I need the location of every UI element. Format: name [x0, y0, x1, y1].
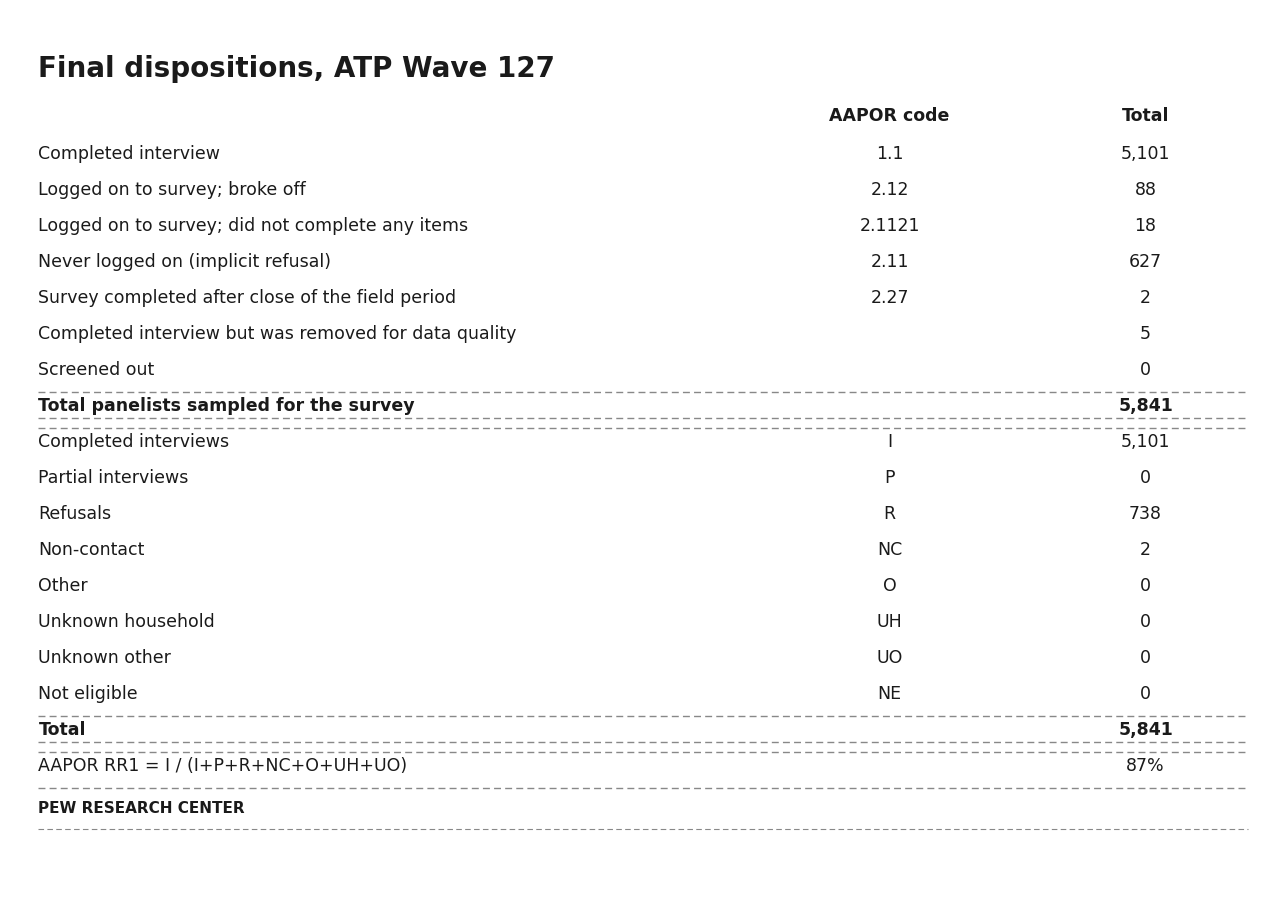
Text: P: P — [884, 469, 895, 487]
Text: 5,841: 5,841 — [1119, 397, 1172, 415]
Text: AAPOR code: AAPOR code — [829, 107, 950, 125]
Text: UH: UH — [877, 613, 902, 631]
Text: Unknown other: Unknown other — [38, 649, 172, 667]
Text: 87%: 87% — [1126, 757, 1165, 775]
Text: 5,101: 5,101 — [1121, 433, 1170, 451]
Text: O: O — [883, 577, 896, 595]
Text: Total: Total — [1121, 107, 1170, 125]
Text: 1.1: 1.1 — [876, 145, 904, 163]
Text: 738: 738 — [1129, 505, 1162, 523]
Text: Non-contact: Non-contact — [38, 541, 145, 559]
Text: 2.12: 2.12 — [870, 181, 909, 199]
Text: Not eligible: Not eligible — [38, 685, 138, 703]
Text: Completed interviews: Completed interviews — [38, 433, 229, 451]
Text: Completed interview: Completed interview — [38, 145, 220, 163]
Text: 2.27: 2.27 — [870, 289, 909, 307]
Text: 5: 5 — [1140, 325, 1151, 343]
Text: 5,841: 5,841 — [1119, 721, 1172, 739]
Text: NC: NC — [877, 541, 902, 559]
Text: Completed interview but was removed for data quality: Completed interview but was removed for … — [38, 325, 517, 343]
Text: Other: Other — [38, 577, 88, 595]
Text: 0: 0 — [1140, 685, 1151, 703]
Text: Final dispositions, ATP Wave 127: Final dispositions, ATP Wave 127 — [38, 55, 556, 83]
Text: AAPOR RR1 = I / (I+P+R+NC+O+UH+UO): AAPOR RR1 = I / (I+P+R+NC+O+UH+UO) — [38, 757, 407, 775]
Text: 18: 18 — [1134, 217, 1157, 235]
Text: 2: 2 — [1140, 541, 1151, 559]
Text: UO: UO — [877, 649, 902, 667]
Text: 2.11: 2.11 — [870, 253, 909, 271]
Text: I: I — [887, 433, 892, 451]
Text: 0: 0 — [1140, 649, 1151, 667]
Text: Refusals: Refusals — [38, 505, 111, 523]
Text: 627: 627 — [1129, 253, 1162, 271]
Text: Screened out: Screened out — [38, 361, 155, 379]
Text: Total: Total — [38, 721, 86, 739]
Text: 2.1121: 2.1121 — [859, 217, 920, 235]
Text: 5,101: 5,101 — [1121, 145, 1170, 163]
Text: Partial interviews: Partial interviews — [38, 469, 188, 487]
Text: 0: 0 — [1140, 469, 1151, 487]
Text: R: R — [883, 505, 896, 523]
Text: Never logged on (implicit refusal): Never logged on (implicit refusal) — [38, 253, 332, 271]
Text: Logged on to survey; did not complete any items: Logged on to survey; did not complete an… — [38, 217, 468, 235]
Text: PEW RESEARCH CENTER: PEW RESEARCH CENTER — [38, 801, 244, 816]
Text: 0: 0 — [1140, 613, 1151, 631]
Text: 2: 2 — [1140, 289, 1151, 307]
Text: 0: 0 — [1140, 577, 1151, 595]
Text: Survey completed after close of the field period: Survey completed after close of the fiel… — [38, 289, 457, 307]
Text: 88: 88 — [1134, 181, 1157, 199]
Text: 0: 0 — [1140, 361, 1151, 379]
Text: Total panelists sampled for the survey: Total panelists sampled for the survey — [38, 397, 415, 415]
Text: Logged on to survey; broke off: Logged on to survey; broke off — [38, 181, 306, 199]
Text: Unknown household: Unknown household — [38, 613, 215, 631]
Text: NE: NE — [878, 685, 901, 703]
